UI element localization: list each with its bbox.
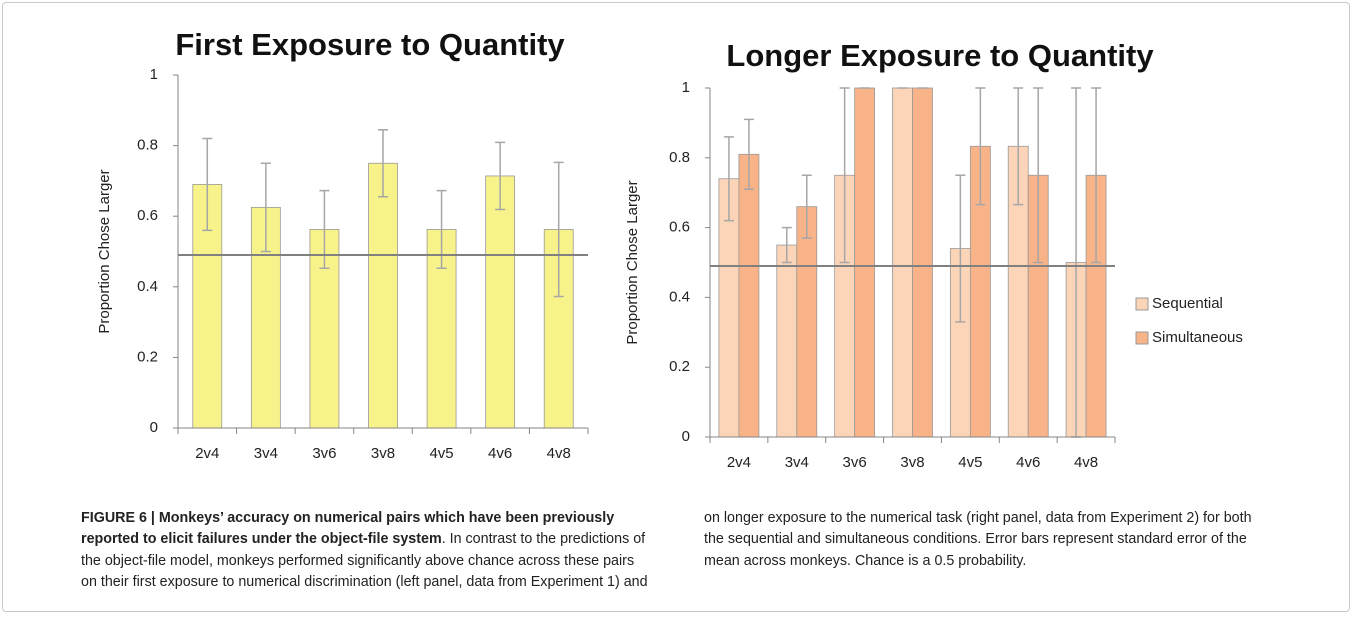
x-tick-label: 4v6 — [488, 445, 512, 462]
error-bar — [378, 128, 388, 198]
y-tick-label: 0.6 — [137, 207, 158, 224]
error-bar — [955, 174, 966, 323]
x-tick-label: 4v5 — [958, 454, 982, 471]
x-tick-label: 4v5 — [429, 445, 453, 462]
y-tick-label: 0.4 — [137, 278, 158, 295]
x-tick-label: 4v6 — [1016, 454, 1040, 471]
y-tick-label: 0 — [150, 419, 158, 436]
bar — [485, 175, 516, 429]
y-axis-label: Proportion Chose Larger — [96, 169, 113, 333]
bar — [738, 153, 760, 438]
y-tick-label: 1 — [682, 79, 690, 96]
bar — [368, 162, 398, 429]
x-tick-label: 3v8 — [371, 445, 395, 462]
x-tick-label: 3v6 — [312, 445, 336, 462]
error-bar — [202, 137, 213, 232]
error-bar — [975, 87, 986, 206]
error-bar — [743, 118, 754, 190]
error-bar — [801, 174, 812, 239]
y-tick-label: 0.4 — [669, 288, 690, 305]
legend-swatch — [1135, 331, 1149, 345]
y-axis-label: Proportion Chose Larger — [624, 180, 641, 344]
caption-label: FIGURE 6 | Monkeys’ accuracy on numerica… — [81, 510, 615, 548]
x-tick-label: 4v8 — [1074, 454, 1098, 471]
legend-label: Simultaneous — [1152, 329, 1243, 346]
chart-title: Longer Exposure to Quantity — [726, 38, 1154, 73]
chart-title: First Exposure to Quantity — [175, 27, 565, 62]
bar — [854, 87, 876, 438]
error-bar — [260, 162, 271, 253]
error-bar — [495, 141, 506, 211]
y-tick-label: 0.2 — [137, 348, 158, 365]
bar — [912, 87, 933, 438]
x-tick-label: 2v4 — [727, 454, 751, 471]
y-tick-label: 0 — [682, 428, 690, 445]
x-tick-label: 4v8 — [547, 445, 571, 462]
x-tick-label: 3v6 — [843, 454, 867, 471]
x-tick-label: 2v4 — [195, 445, 219, 462]
error-bar — [553, 161, 564, 298]
bar — [776, 244, 798, 438]
y-tick-label: 1 — [150, 66, 158, 83]
charts: First Exposure to Quantity Proportion Cho… — [96, 27, 1243, 471]
legend-label: Sequential — [1152, 295, 1223, 312]
error-bar — [839, 87, 850, 264]
x-tick-label: 3v4 — [254, 445, 278, 462]
caption-text: . In contrast to the predictions of the … — [81, 510, 1252, 590]
x-tick-label: 3v8 — [900, 454, 924, 471]
error-bar — [1091, 87, 1102, 264]
error-bar — [1013, 87, 1024, 206]
error-bar — [1033, 87, 1044, 264]
y-tick-label: 0.8 — [137, 137, 158, 154]
bar — [892, 87, 913, 438]
bar — [426, 229, 457, 429]
x-tick-label: 3v4 — [785, 454, 809, 471]
y-tick-label: 0.2 — [669, 358, 690, 375]
bar — [796, 206, 818, 438]
caption: FIGURE 6 | Monkeys’ accuracy on numerica… — [81, 508, 1271, 593]
y-tick-label: 0.6 — [669, 219, 690, 236]
error-bar — [723, 136, 734, 222]
legend-swatch — [1135, 297, 1149, 311]
error-bar — [781, 226, 792, 264]
y-tick-label: 0.8 — [669, 149, 690, 166]
